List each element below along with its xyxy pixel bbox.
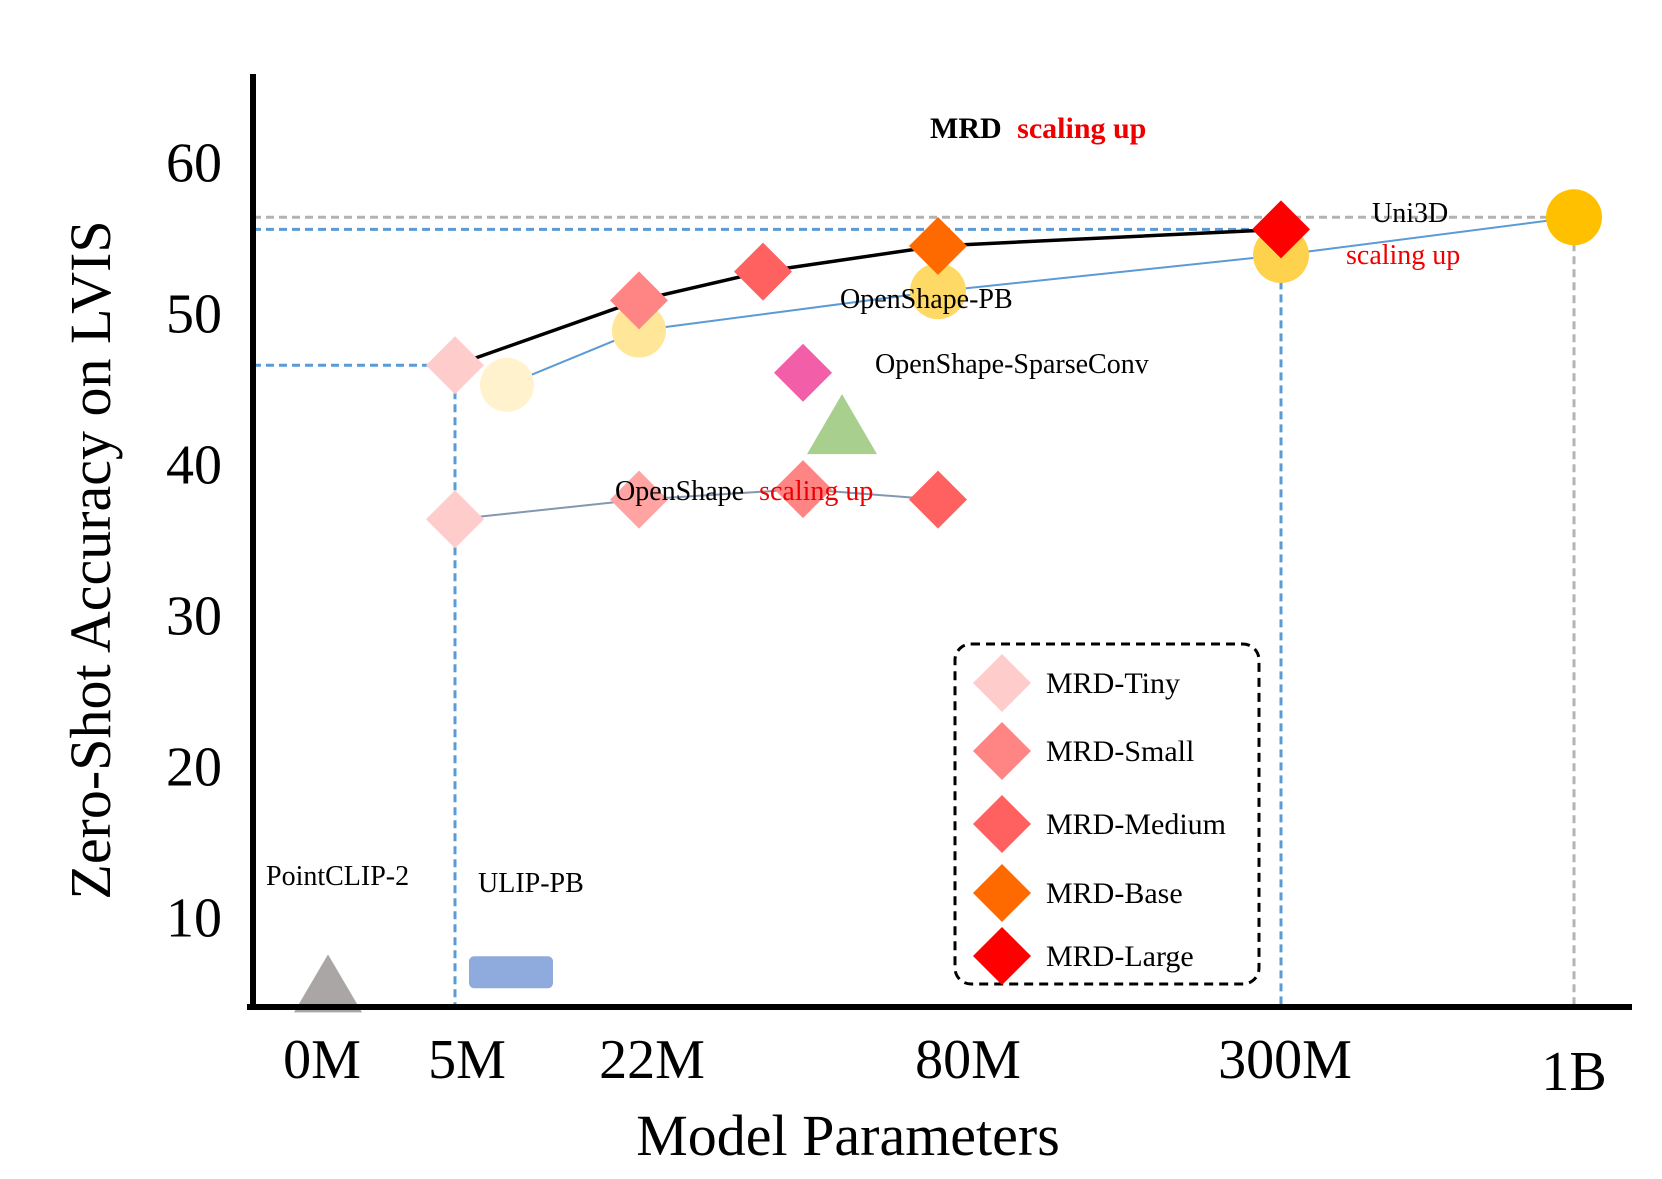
openshape-point — [909, 470, 967, 529]
x-tick-label: 22M — [599, 1029, 705, 1091]
mrd-caption-suffix: scaling up — [1017, 112, 1146, 145]
openshape-caption-suffix: scaling up — [759, 476, 873, 507]
openshape-series-line — [454, 488, 939, 521]
y-tick-label: 20 — [166, 736, 222, 798]
openshape-pb-label: OpenShape-PB — [840, 284, 1013, 315]
openshape-point — [774, 460, 832, 519]
legend-marker — [973, 795, 1031, 853]
uni3d-point — [910, 263, 966, 320]
y-tick-label: 60 — [166, 132, 222, 194]
ulip-pb-label: ULIP-PB — [478, 868, 584, 899]
openshape-caption-name: OpenShape — [615, 476, 744, 507]
openshape-caption: OpenShape scaling up — [615, 476, 873, 507]
openshape-point — [610, 470, 668, 529]
ulip-pb-point — [469, 956, 553, 989]
legend: MRD-Tiny MRD-Small MRD-Medium MRD-Base MRD-L… — [973, 654, 1226, 985]
uni3d-point — [480, 357, 534, 412]
y-axis-title: Zero-Shot Accuracy on LVIS — [58, 220, 123, 899]
legend-label: MRD-Tiny — [1046, 667, 1180, 700]
pointclip-2-point — [294, 954, 362, 1013]
uni3d-caption-name: Uni3D — [1372, 198, 1448, 229]
legend-marker — [973, 654, 1031, 712]
legend-label: MRD-Base — [1046, 877, 1183, 910]
data-marks — [294, 189, 1602, 1013]
x-tick-label: 300M — [1218, 1029, 1352, 1091]
uni3d-point — [612, 303, 666, 358]
y-tick-label: 50 — [166, 283, 222, 345]
openshape-pb-point — [774, 343, 832, 402]
legend-marker — [973, 864, 1031, 922]
uni3d-caption-suffix: scaling up — [1346, 240, 1460, 271]
legend-label: MRD-Large — [1046, 940, 1194, 973]
guide-lines — [253, 215, 1576, 1007]
openshape-sparseconv-point — [807, 394, 877, 455]
openshape-sparseconv-label: OpenShape-SparseConv — [875, 349, 1149, 380]
x-tick-label: 0M — [283, 1029, 361, 1091]
mrd-point — [426, 336, 484, 395]
y-tick-label: 40 — [166, 434, 222, 496]
x-tick-label: 80M — [915, 1029, 1021, 1091]
x-axis-title: Model Parameters — [636, 1103, 1060, 1168]
mrd-caption: MRD scaling up — [930, 112, 1146, 145]
legend-marker — [973, 927, 1031, 985]
y-tick-label: 30 — [166, 585, 222, 647]
mrd-point — [909, 216, 967, 275]
mrd-point — [1252, 200, 1310, 259]
uni3d-point — [1546, 189, 1602, 246]
legend-marker — [973, 722, 1031, 780]
mrd-point — [734, 242, 792, 301]
legend-label: MRD-Small — [1046, 735, 1194, 768]
y-tick-labels: 10 20 30 40 50 60 — [166, 132, 222, 949]
x-tick-label: 5M — [428, 1029, 506, 1091]
x-tick-label: 1B — [1541, 1041, 1606, 1103]
mrd-caption-name: MRD — [930, 112, 1002, 145]
pointclip-2-label: PointCLIP-2 — [266, 861, 409, 892]
openshape-point — [426, 490, 484, 549]
legend-label: MRD-Medium — [1046, 808, 1226, 841]
x-tick-labels: 0M 5M 22M 80M 300M 1B — [283, 1029, 1607, 1103]
y-tick-label: 10 — [166, 887, 222, 949]
mrd-point — [610, 271, 668, 330]
legend-box — [953, 642, 1261, 986]
